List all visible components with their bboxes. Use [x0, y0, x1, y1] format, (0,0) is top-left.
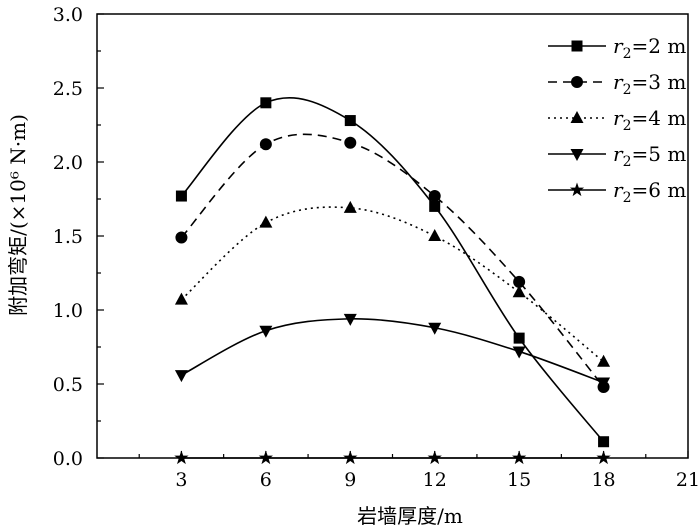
data-point — [429, 200, 441, 212]
y-tick-label: 0.5 — [53, 374, 83, 396]
legend-item: r2=5 m — [548, 142, 686, 170]
series-layer — [174, 97, 611, 465]
x-tick-label: 12 — [423, 469, 447, 491]
data-point — [513, 332, 525, 344]
x-tick-label: 6 — [260, 469, 272, 491]
data-point — [598, 436, 610, 448]
data-point — [343, 313, 357, 326]
x-tick-label: 15 — [507, 469, 531, 491]
x-tick-label: 21 — [676, 469, 700, 491]
data-point — [258, 450, 273, 465]
data-point — [428, 190, 441, 203]
series-line — [180, 97, 605, 443]
x-axis-label: 岩墙厚度/m — [357, 504, 463, 528]
data-point — [427, 450, 442, 465]
legend-label: r2=4 m — [613, 106, 686, 134]
data-point — [175, 190, 187, 202]
data-point — [174, 292, 188, 305]
x-axis-ticks: 3 6 9 12 15 18 21 — [138, 451, 700, 491]
data-point — [597, 354, 611, 367]
legend-label: r2=5 m — [613, 142, 686, 170]
series-4 — [174, 313, 611, 390]
data-point — [344, 136, 357, 149]
series-line — [180, 133, 605, 388]
series-2 — [175, 133, 610, 393]
legend-marker — [570, 111, 584, 123]
data-point — [428, 322, 442, 335]
legend-label: r2=3 m — [613, 70, 686, 98]
series-1 — [175, 97, 610, 448]
series-5 — [174, 450, 611, 465]
legend-item: r2=4 m — [548, 106, 686, 134]
legend-label: r2=6 m — [613, 178, 686, 206]
x-tick-label: 18 — [591, 469, 615, 491]
y-axis-label: 附加弯矩/(×10⁶ N·m) — [6, 114, 30, 316]
legend-marker — [569, 182, 585, 197]
legend-marker — [571, 40, 583, 52]
data-point — [512, 285, 526, 298]
data-point — [428, 229, 442, 241]
series-3 — [174, 200, 611, 367]
x-tick-label: 9 — [344, 469, 356, 491]
legend-item: r2=3 m — [548, 70, 686, 98]
y-tick-label: 2.0 — [53, 152, 83, 174]
data-point — [175, 231, 188, 244]
legend-item: r2=6 m — [548, 178, 686, 206]
y-tick-label: 3.0 — [53, 4, 83, 26]
legend-marker — [571, 76, 583, 88]
data-point — [174, 370, 188, 383]
data-point — [596, 450, 611, 465]
data-point — [513, 275, 526, 288]
data-point — [343, 450, 358, 465]
data-point — [174, 450, 189, 465]
data-point — [260, 97, 272, 109]
legend-label: r2=2 m — [613, 34, 686, 62]
x-tick-label: 3 — [175, 469, 187, 491]
data-point — [597, 377, 611, 390]
legend-marker — [570, 149, 584, 161]
legend: r2=2 m r2=3 m r2=4 m r2=5 m r2=6 m — [548, 34, 686, 206]
series-line — [181, 318, 604, 384]
y-tick-label: 0.0 — [53, 448, 83, 470]
y-axis-ticks: 0.0 0.5 1.0 1.5 2.0 2.5 3.0 — [53, 4, 104, 470]
data-point — [512, 346, 526, 359]
y-tick-label: 1.0 — [53, 300, 83, 322]
y-tick-label: 2.5 — [53, 78, 83, 100]
data-point — [259, 138, 272, 151]
data-point — [512, 450, 527, 465]
data-point — [344, 115, 356, 127]
legend-item: r2=2 m — [548, 34, 686, 62]
data-point — [259, 215, 273, 228]
series-line — [180, 206, 605, 363]
data-point — [259, 325, 273, 338]
data-point — [343, 200, 357, 213]
y-tick-label: 1.5 — [53, 226, 83, 248]
